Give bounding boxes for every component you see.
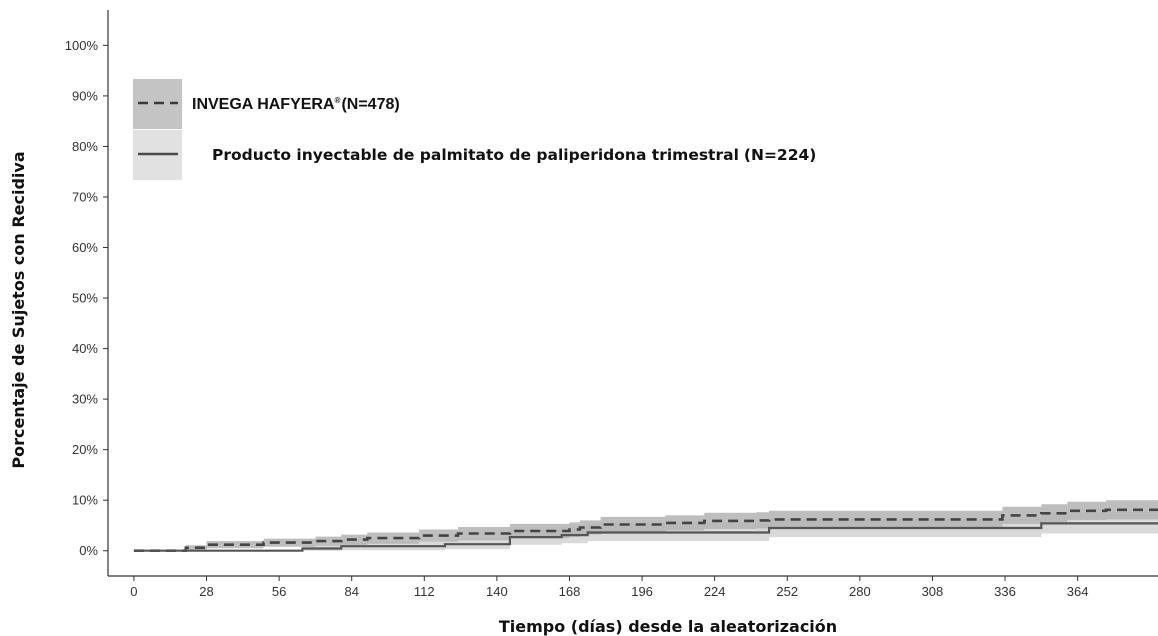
y-axis-title: Porcentaje de Sujetos con Recidiva <box>9 151 28 468</box>
y-tick-label: 30% <box>72 392 98 407</box>
x-tick-label: 0 <box>130 584 137 599</box>
x-tick-label: 196 <box>631 584 653 599</box>
series-line-1 <box>133 508 1158 552</box>
x-tick-label: 364 <box>1067 584 1089 599</box>
x-tick-label: 140 <box>486 584 508 599</box>
legend-n-2: (N=224) <box>744 146 816 164</box>
y-tick-label: 90% <box>72 88 98 103</box>
legend-sup-1: ® <box>335 96 341 105</box>
y-tick-label: 50% <box>72 291 98 306</box>
x-ticks: 0 28 56 84 112 140 168 196 224 252 280 308 336 364 <box>130 576 1088 599</box>
y-tick-label: 100% <box>65 38 99 53</box>
axes <box>107 10 1158 577</box>
legend-n-1: (N=478) <box>341 96 399 113</box>
legend-label-1: INVEGA HAFYERA®(N=478) <box>192 96 400 113</box>
legend-name-1: INVEGA HAFYERA <box>192 96 335 113</box>
y-tick-label: 0% <box>79 543 98 558</box>
x-tick-label: 56 <box>272 584 286 599</box>
y-tick-label: 10% <box>72 493 98 508</box>
y-tick-label: 80% <box>72 139 98 154</box>
y-tick-label: 60% <box>72 240 98 255</box>
x-tick-label: 168 <box>559 584 581 599</box>
y-tick-label: 40% <box>72 341 98 356</box>
x-axis-title: Tiempo (días) desde la aleatorización <box>499 617 837 636</box>
series-line-2 <box>133 522 1158 552</box>
x-tick-label: 28 <box>199 584 213 599</box>
legend: INVEGA HAFYERA®(N=478) Producto inyectab… <box>133 79 816 180</box>
x-tick-label: 224 <box>704 584 726 599</box>
legend-name-2: Producto inyectable de palmitato de pali… <box>212 146 739 164</box>
x-tick-label: 252 <box>776 584 798 599</box>
y-tick-label: 70% <box>72 189 98 204</box>
y-tick-label: 20% <box>72 442 98 457</box>
x-tick-label: 280 <box>849 584 871 599</box>
x-tick-label: 308 <box>922 584 944 599</box>
ci-band-series-1 <box>133 500 1158 551</box>
legend-label-2: Producto inyectable de palmitato de pali… <box>212 146 816 164</box>
x-tick-label: 84 <box>344 584 358 599</box>
y-ticks: 0% 10% 20% 30% 40% 50% 60% 70% 80% 90% 100% <box>65 38 108 558</box>
x-tick-label: 112 <box>414 584 435 599</box>
x-tick-label: 336 <box>994 584 1016 599</box>
series-lines <box>133 508 1158 552</box>
